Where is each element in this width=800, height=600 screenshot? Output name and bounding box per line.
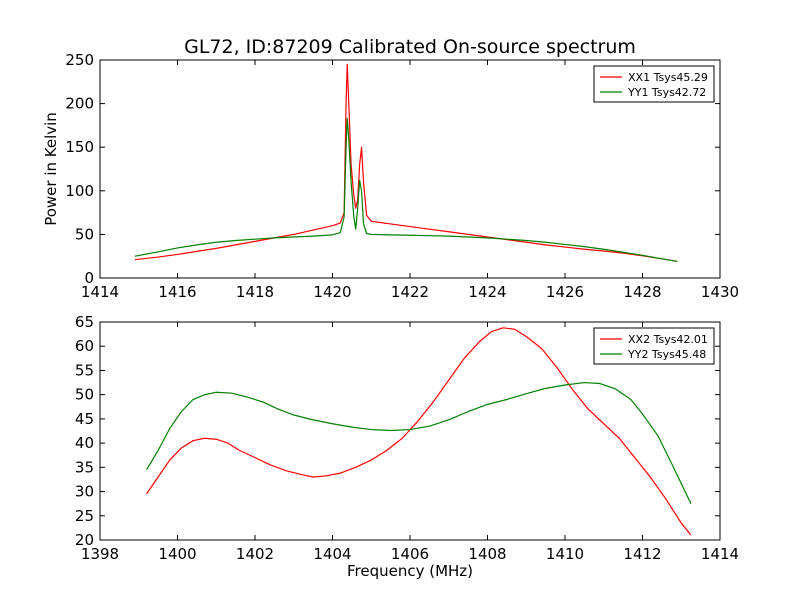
y-tick-label: 40 (75, 434, 94, 452)
y-tick-label: 60 (75, 337, 94, 355)
legend-label: XX1 Tsys45.29 (628, 71, 708, 84)
x-tick-label: 1408 (468, 545, 506, 563)
y-tick-label: 200 (65, 95, 94, 113)
x-tick-label: 1428 (623, 283, 661, 301)
y-tick-label: 25 (75, 507, 94, 525)
x-tick-label: 1420 (313, 283, 351, 301)
y-tick-label: 65 (75, 313, 94, 331)
x-tick-label: 1424 (468, 283, 506, 301)
legend-label: YY2 Tsys45.48 (627, 348, 706, 361)
y-tick-label: 35 (75, 458, 94, 476)
y-tick-label: 100 (65, 182, 94, 200)
legend: XX1 Tsys45.29 YY1 Tsys42.72 (593, 65, 715, 103)
figure-title: GL72, ID:87209 Calibrated On-source spec… (184, 36, 636, 58)
y-tick-label: 30 (75, 483, 94, 501)
legend-label: XX2 Tsys42.01 (628, 333, 708, 346)
x-tick-label: 1404 (313, 545, 351, 563)
x-tick-label: 1426 (546, 283, 584, 301)
x-tick-label: 1422 (391, 283, 429, 301)
x-tick-label: 1406 (391, 545, 429, 563)
x-tick-label: 1410 (546, 545, 584, 563)
upper-plot: 1414 1416 1418 1420 1422 1424 1426 1428 1430 0 50 1… (42, 51, 739, 301)
x-tick-label: 1418 (236, 283, 274, 301)
y-tick-label: 55 (75, 361, 94, 379)
x-tick-label: 1398 (81, 545, 119, 563)
series-line-yy (145, 381, 692, 504)
y-tick-label: 45 (75, 410, 94, 428)
x-tick-label: 1414 (81, 283, 119, 301)
y-tick-label: 0 (84, 269, 94, 287)
x-tick-label: 1412 (623, 545, 661, 563)
y-tick-label: 50 (75, 386, 94, 404)
y-tick-label: 250 (65, 51, 94, 69)
legend-box (593, 65, 715, 103)
x-axis-title: Frequency (MHz) (347, 562, 473, 580)
x-tick-label: 1416 (158, 283, 196, 301)
y-axis-title: Power in Kelvin (42, 112, 60, 226)
lower-plot: 1398 1400 1402 1404 1406 1408 1410 1412 1414 20 25… (75, 313, 739, 580)
x-tick-label: 1414 (701, 545, 739, 563)
y-tick-label: 150 (65, 138, 94, 156)
legend: XX2 Tsys42.01 YY2 Tsys45.48 (593, 327, 715, 365)
series-line-yy (134, 117, 678, 263)
x-tick-label: 1402 (236, 545, 274, 563)
x-tick-label: 1430 (701, 283, 739, 301)
y-tick-label: 50 (75, 225, 94, 243)
legend-box (593, 327, 715, 365)
legend-label: YY1 Tsys42.72 (627, 86, 706, 99)
x-tick-label: 1400 (158, 545, 196, 563)
y-tick-label: 20 (75, 531, 94, 549)
